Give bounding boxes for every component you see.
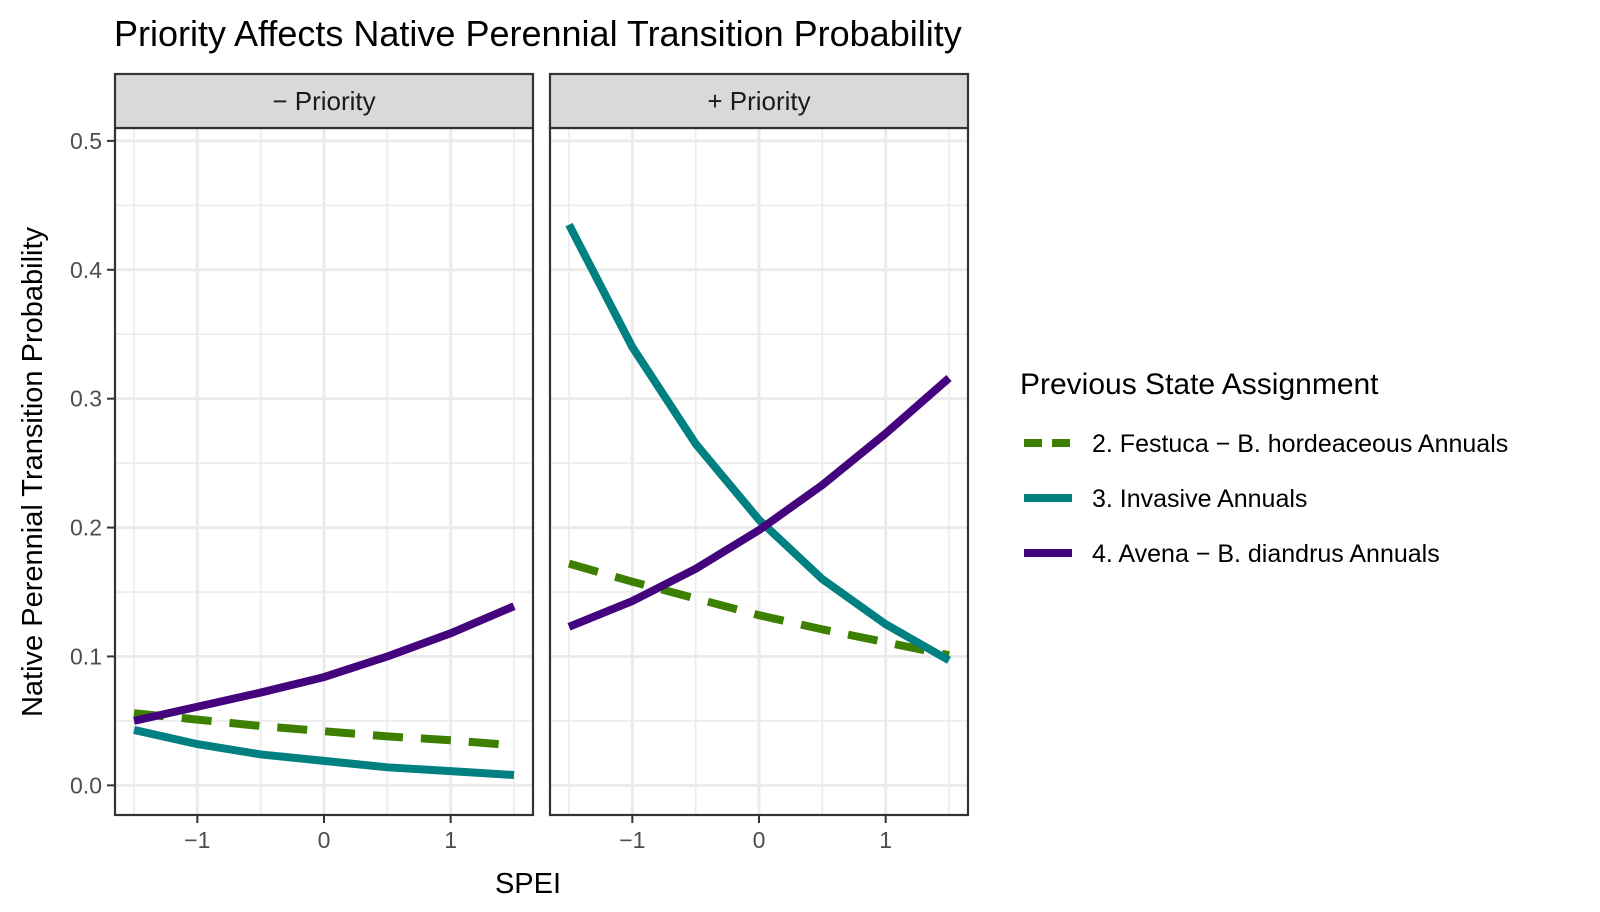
- legend: Previous State Assignment 2. Festuca − B…: [1020, 368, 1508, 568]
- x-tick-label: 0: [318, 827, 331, 853]
- x-tick-label: 0: [753, 827, 766, 853]
- legend-items: 2. Festuca − B. hordeaceous Annuals 3. In…: [1024, 430, 1508, 568]
- y-tick-label: 0.3: [70, 386, 102, 412]
- legend-item: 4. Avena − B. diandrus Annuals: [1024, 540, 1440, 568]
- y-tick-label: 0.2: [70, 515, 102, 541]
- legend-label: 4. Avena − B. diandrus Annuals: [1092, 540, 1440, 568]
- chart-title: Priority Affects Native Perennial Transi…: [114, 13, 962, 54]
- x-tick-label: −1: [619, 827, 645, 853]
- series-line-3-invasive-annuals: [565, 222, 951, 664]
- panel-plus-priority: + Priority −1 0 1: [548, 72, 970, 853]
- strip-label: + Priority: [707, 86, 810, 116]
- series-line-4-avena-b-diandrus-annuals: [567, 375, 952, 631]
- series-line-2-festuca-b-hordeaceous-annuals: [567, 559, 950, 660]
- y-tick-label: 0.0: [70, 772, 102, 798]
- legend-label: 2. Festuca − B. hordeaceous Annuals: [1092, 430, 1508, 458]
- legend-item: 2. Festuca − B. hordeaceous Annuals: [1024, 430, 1508, 458]
- y-tick-label: 0.4: [70, 257, 102, 283]
- strip-background: [548, 72, 970, 130]
- x-tick-label: 1: [879, 827, 892, 853]
- legend-item: 3. Invasive Annuals: [1024, 485, 1307, 513]
- strip-label: − Priority: [272, 86, 375, 116]
- series-line-2-festuca-b-hordeaceous-annuals: [133, 709, 515, 750]
- x-axis-title: SPEI: [495, 868, 561, 900]
- strip-background: [113, 72, 535, 130]
- panels: − Priority −1 0 1 0.0 0.1 0.2 0.3 0.4 0.5 + Priori…: [70, 72, 970, 853]
- legend-label: 3. Invasive Annuals: [1092, 485, 1307, 513]
- legend-title: Previous State Assignment: [1020, 368, 1379, 401]
- x-tick-label: 1: [444, 827, 457, 853]
- series-line-3-invasive-annuals: [133, 726, 515, 780]
- x-tick-label: −1: [184, 827, 210, 853]
- y-axis-title: Native Perennial Transition Probability: [17, 226, 49, 717]
- y-tick-label: 0.5: [70, 128, 102, 154]
- y-tick-label: 0.1: [70, 643, 102, 669]
- series-line-4-avena-b-diandrus-annuals: [133, 602, 516, 725]
- panel-minus-priority: − Priority −1 0 1 0.0 0.1 0.2 0.3 0.4 0.5: [70, 72, 535, 853]
